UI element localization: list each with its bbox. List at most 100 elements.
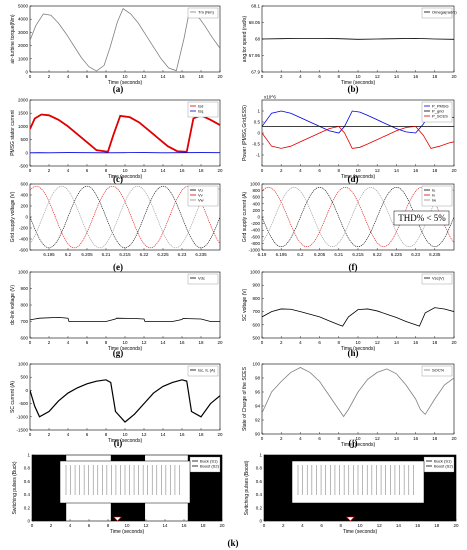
x-axis-label: Time (seconds) — [110, 529, 145, 535]
y-axis-label: Grid supply voltage (V) — [10, 191, 16, 242]
y-axis-label: Power (PMSG,Grid,ESS) — [242, 105, 248, 161]
y-tick-label: 1 — [257, 109, 260, 114]
series-group — [30, 113, 220, 154]
x-tick-label: 6.23 — [178, 252, 187, 257]
legend-entry: Buck (S1) — [434, 459, 452, 464]
y-tick-label: 67.9 — [251, 70, 260, 75]
y-axis-label: air-turbine torque(Nm) — [10, 14, 16, 64]
x-tick-label: 14 — [160, 74, 166, 79]
x-tick-label: 18 — [200, 523, 206, 528]
panel-label: (a) — [113, 84, 124, 94]
y-tick-label: 96 — [255, 390, 261, 395]
x-tick-label: 2 — [48, 168, 51, 173]
x-tick-label: 12 — [375, 168, 381, 173]
x-tick-label: 16 — [179, 74, 185, 79]
y-tick-label: -200 — [251, 221, 261, 226]
x-tick-label: 20 — [451, 74, 457, 79]
x-tick-label: 14 — [394, 74, 400, 79]
x-tick-label: 4 — [67, 74, 70, 79]
x-tick-label: 16 — [413, 168, 419, 173]
x-tick-label: 0 — [29, 432, 32, 437]
panel-label: (e) — [113, 262, 123, 272]
legend-entry: Vw — [198, 198, 204, 203]
legend-box — [187, 365, 219, 377]
x-tick-label: 18 — [434, 523, 440, 528]
x-tick-label: 6 — [318, 74, 321, 79]
x-tick-label: 6 — [318, 436, 321, 441]
y-tick-label: 900 — [252, 283, 260, 288]
x-tick-label: 2 — [50, 523, 53, 528]
y-tick-label: -1500 — [16, 428, 28, 433]
x-tick-label: 6 — [86, 340, 89, 345]
legend: Buck (S1)Boost (S2) — [423, 456, 455, 473]
panel-label: (c) — [113, 174, 123, 184]
chart-b: 0 2 4 6 8 10 12 14 16 18 2067.967.956868.0568.1Tim… — [242, 4, 457, 95]
x-tick-label: 8 — [338, 74, 341, 79]
y-tick-label: -1000 — [248, 248, 260, 253]
x-tick-label: 12 — [143, 523, 149, 528]
x-tick-label: 20 — [453, 523, 459, 528]
x-tick-label: 0 — [261, 436, 264, 441]
x-axis-label: Time (seconds) — [341, 442, 376, 448]
series-group — [262, 307, 454, 327]
legend-entry: P_PMSG — [432, 104, 449, 109]
y-tick-label: 0 — [257, 215, 260, 220]
y-tick-label: 1 — [259, 453, 262, 458]
chart-c: 0 2 4 6 8 10 12 14 16 18 20-5000500100015002000Tim… — [10, 98, 223, 185]
y-tick-label: 800 — [252, 188, 260, 193]
zoom-marker — [345, 516, 355, 522]
x-tick-label: 4 — [299, 340, 302, 345]
x-tick-label: 0 — [261, 340, 264, 345]
x-tick-label: 18 — [432, 168, 438, 173]
x-tick-label: 14 — [396, 523, 402, 528]
x-tick-label: 6 — [318, 168, 321, 173]
x-tick-label: 6.235 — [195, 252, 207, 257]
x-tick-label: 10 — [122, 340, 128, 345]
series-group — [30, 185, 220, 249]
x-tick-label: 16 — [179, 168, 185, 173]
y-tick-label: 600 — [20, 182, 28, 187]
x-tick-label: 4 — [299, 74, 302, 79]
legend-entry: Isc, IL (A) — [198, 368, 216, 373]
x-tick-label: 10 — [355, 340, 361, 345]
x-tick-label: 6.22 — [140, 252, 149, 257]
y-tick-label: 200 — [20, 204, 28, 209]
x-tick-label: 6.215 — [352, 252, 364, 257]
panel-label: (j) — [349, 438, 358, 448]
x-tick-label: 6.21 — [334, 252, 343, 257]
y-tick-label: 1500 — [18, 111, 29, 116]
x-tick-label: 8 — [105, 340, 108, 345]
x-tick-label: 6.22 — [373, 252, 382, 257]
y-tick-label: -500 — [19, 164, 29, 169]
x-tick-label: 2 — [48, 74, 51, 79]
x-tick-label: 10 — [355, 436, 361, 441]
x-tick-label: 12 — [141, 432, 147, 437]
y-axis-label: dc-link voltage (V) — [10, 285, 16, 325]
legend-box — [187, 7, 219, 19]
x-tick-label: 12 — [141, 340, 147, 345]
legend-entry: Boost (S2) — [200, 464, 220, 469]
x-tick-label: 0 — [261, 74, 264, 79]
y-tick-label: -400 — [19, 237, 29, 242]
x-tick-label: 6.205 — [314, 252, 326, 257]
x-tick-label: 6 — [86, 168, 89, 173]
y-tick-label: 0 — [257, 131, 260, 136]
panel-label: (h) — [348, 348, 359, 358]
x-tick-label: 6 — [88, 523, 91, 528]
x-tick-label: 18 — [432, 340, 438, 345]
inset-zoom-k2 — [291, 460, 425, 522]
y-tick-label: 800 — [252, 296, 260, 301]
y-axis-label: SC current (A) — [10, 381, 16, 413]
y-tick-label: 600 — [252, 322, 260, 327]
x-tick-label: 18 — [198, 432, 204, 437]
y-tick-label: -200 — [19, 226, 29, 231]
x-tick-label: 12 — [141, 168, 147, 173]
legend-entry: Iv — [432, 193, 435, 198]
y-tick-label: 0.6 — [24, 479, 31, 484]
y-tick-label: 1000 — [18, 124, 29, 129]
legend-entry: P_SCES — [432, 114, 448, 119]
legend-entry: SOC% — [432, 368, 445, 373]
x-tick-label: 14 — [160, 432, 166, 437]
